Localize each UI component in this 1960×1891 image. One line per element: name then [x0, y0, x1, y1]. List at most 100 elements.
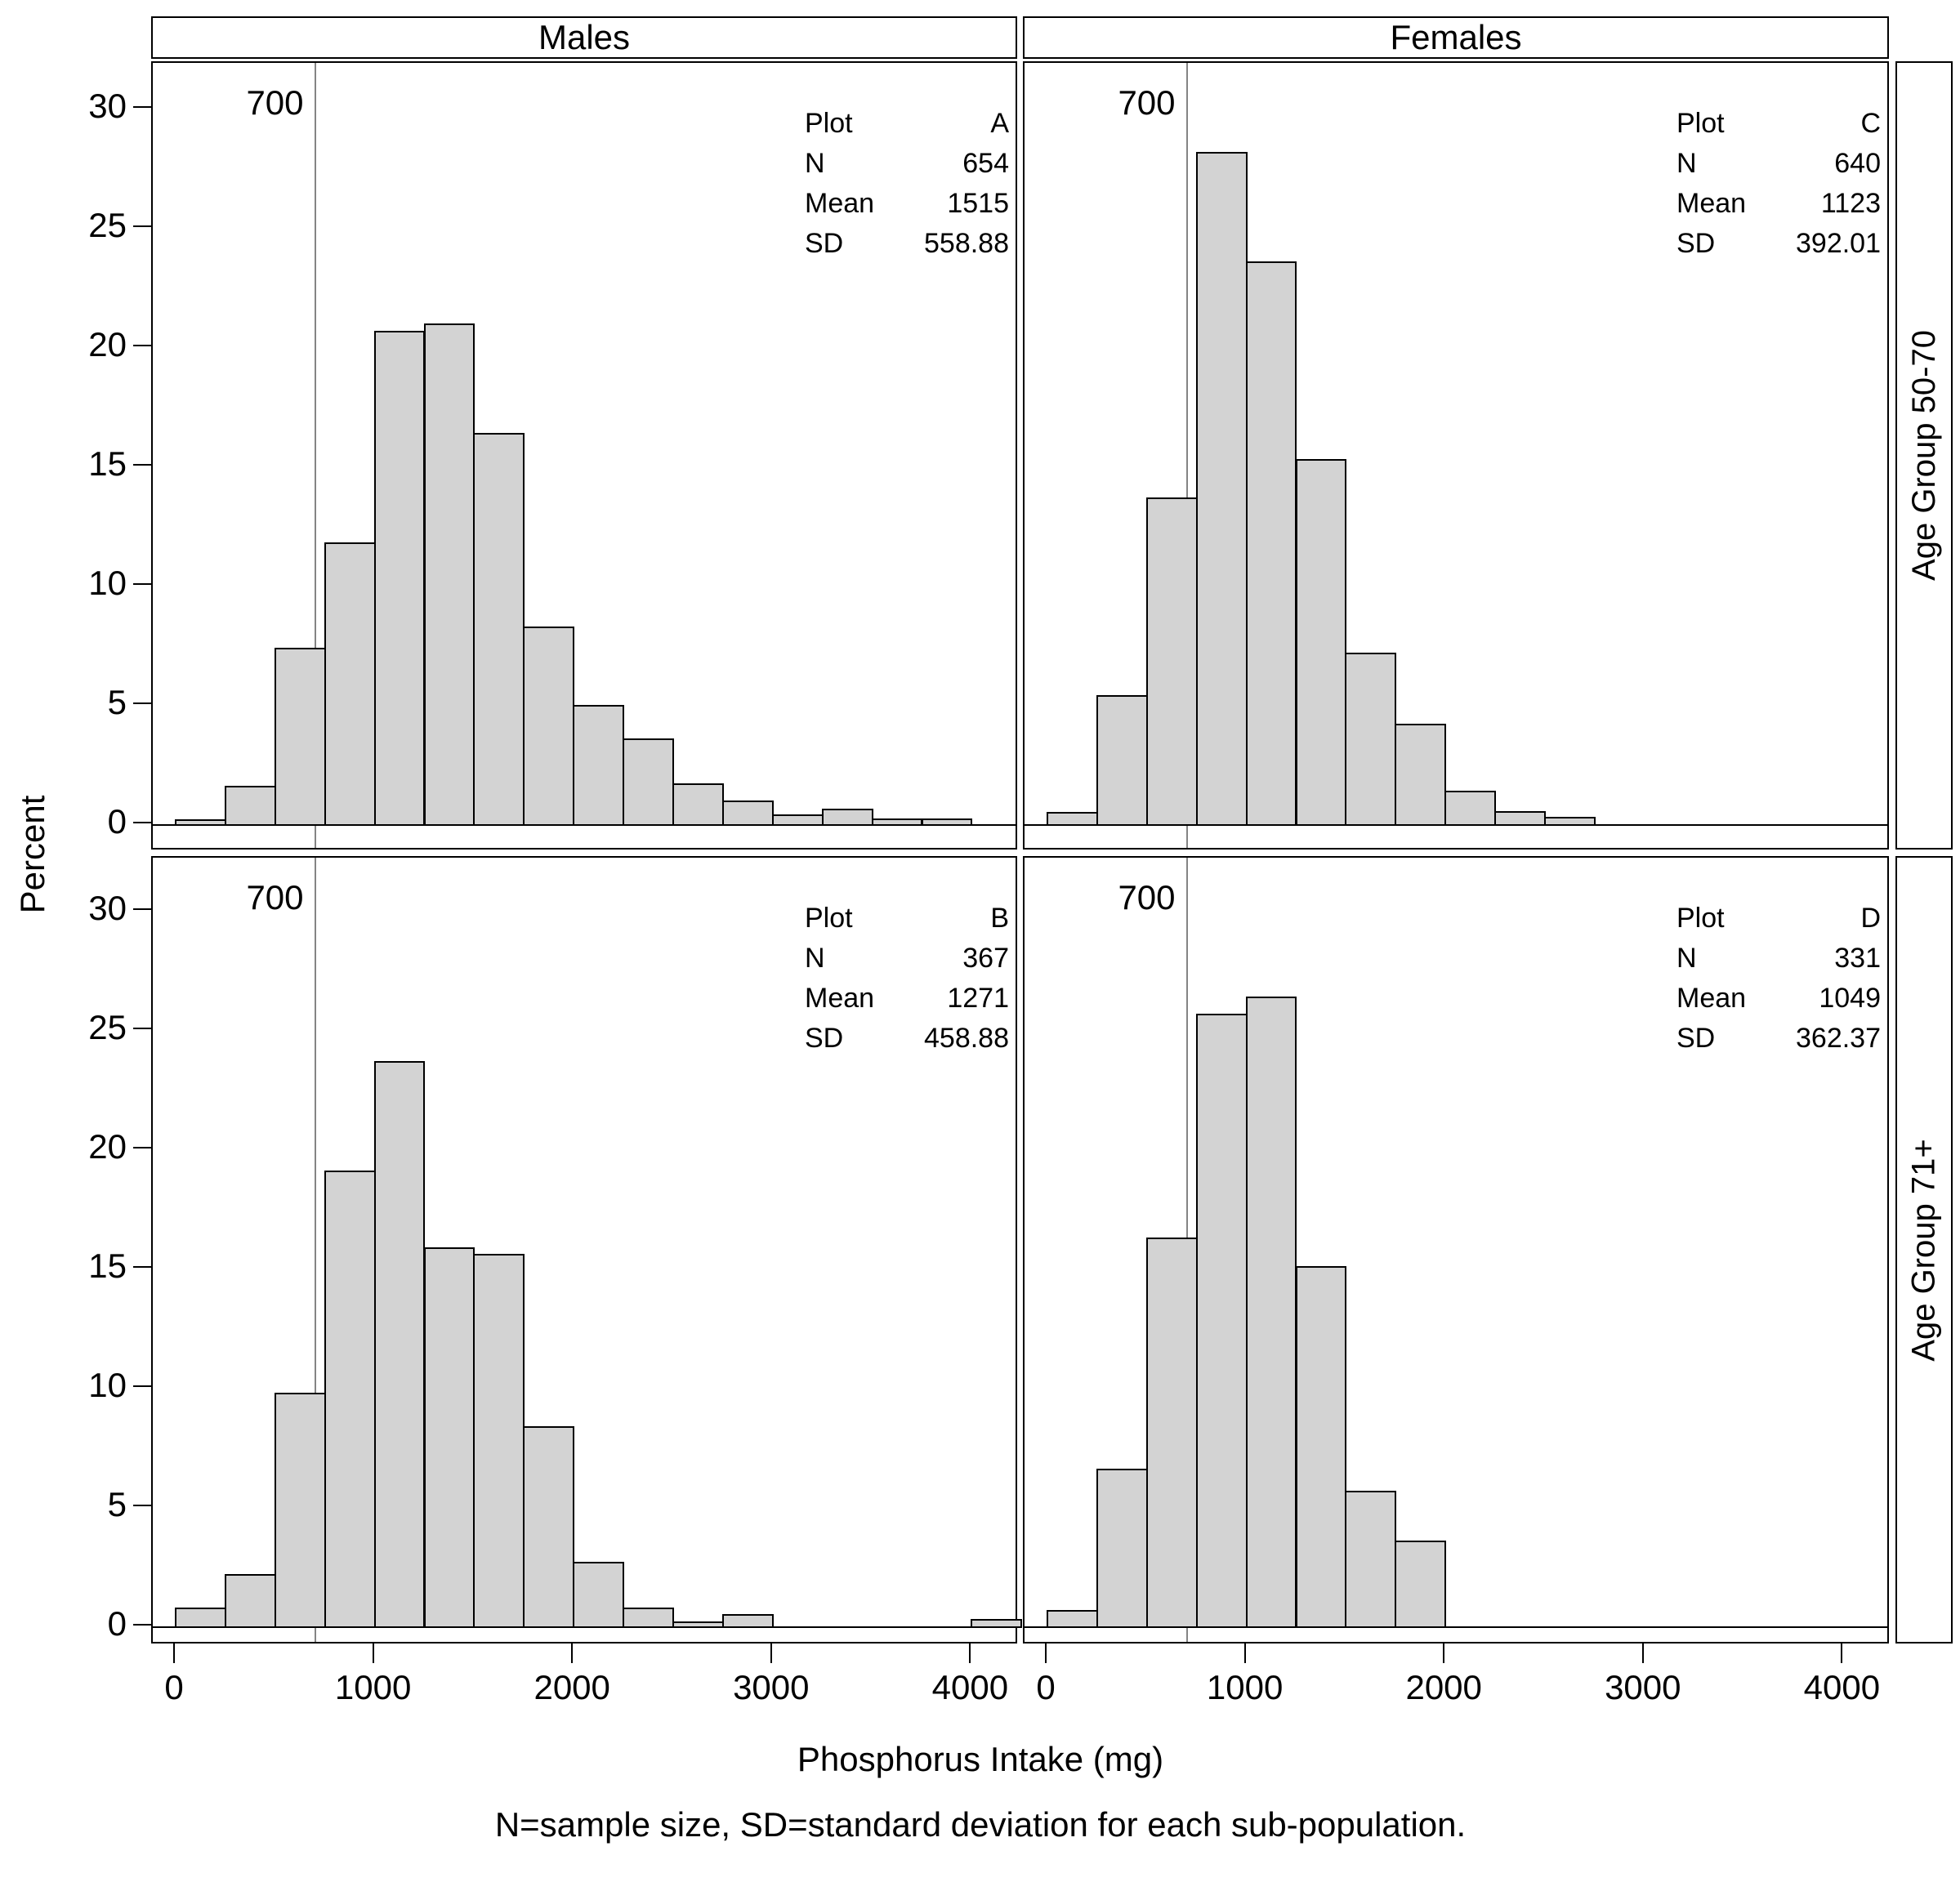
y-tick-label: 20	[88, 325, 127, 363]
x-tick-label: 2000	[1405, 1668, 1482, 1706]
reference-line-700	[314, 63, 316, 848]
x-axis-baseline	[1025, 824, 1887, 826]
histogram-bar	[1295, 1266, 1347, 1628]
reference-line-700	[314, 858, 316, 1642]
stats-label: SD	[805, 228, 844, 259]
x-axis-baseline	[1025, 1626, 1887, 1628]
stats-value: D	[1860, 903, 1881, 934]
histogram-bar	[324, 542, 376, 826]
y-tick	[133, 1028, 151, 1029]
stats-inset-D: Plot D N 331 Mean 1049 SD 362.37	[1676, 899, 1881, 1059]
stats-label: SD	[1676, 1023, 1716, 1054]
x-tick-label: 0	[164, 1668, 184, 1706]
x-tick-label: 1000	[334, 1668, 412, 1706]
stats-inset-A: Plot A N 654 Mean 1515 SD 558.88	[805, 104, 1009, 264]
histogram-bar	[224, 1573, 276, 1628]
y-tick	[133, 1624, 151, 1626]
x-tick	[173, 1643, 175, 1663]
y-tick	[133, 1147, 151, 1148]
histogram-bar	[623, 738, 674, 826]
stats-row: N 654	[805, 144, 1009, 184]
y-tick-label: 30	[88, 87, 127, 125]
stats-value: 1515	[947, 188, 1009, 219]
histogram-bar	[324, 1171, 376, 1628]
stats-value: 1049	[1819, 983, 1881, 1014]
histogram-bar	[423, 1247, 475, 1628]
histogram-bar	[274, 647, 326, 826]
histogram-bar	[1444, 791, 1497, 826]
stats-label: N	[805, 148, 825, 179]
x-tick-label: 3000	[733, 1668, 810, 1706]
y-tick-label: 15	[88, 444, 127, 483]
stats-row: N 640	[1676, 144, 1881, 184]
reference-line-700	[1185, 63, 1188, 848]
x-tick	[372, 1643, 374, 1663]
x-axis-baseline	[153, 824, 1016, 826]
stats-value: 640	[1834, 148, 1881, 179]
histogram-bar	[573, 1562, 625, 1628]
stats-label: Plot	[805, 108, 853, 139]
stats-label: N	[1676, 943, 1697, 974]
stats-label: Mean	[1676, 188, 1747, 219]
histogram-bar	[623, 1607, 674, 1628]
x-tick	[1243, 1643, 1246, 1663]
y-tick	[133, 1385, 151, 1387]
stats-inset-B: Plot B N 367 Mean 1271 SD 458.88	[805, 899, 1009, 1059]
stats-row: SD 362.37	[1676, 1019, 1881, 1059]
stats-label: Plot	[1676, 903, 1725, 934]
histogram-bar	[1047, 1609, 1098, 1628]
column-header-females: Females	[1023, 16, 1889, 59]
panel-B: 700 Plot B N 367 Mean 1271 SD 458.88	[151, 856, 1023, 1643]
histogram-bar	[821, 809, 873, 826]
stats-value: 1123	[1820, 188, 1881, 219]
stats-value: C	[1860, 108, 1881, 139]
y-tick-label: 25	[88, 206, 127, 244]
x-tick	[1045, 1643, 1047, 1663]
stats-label: N	[1676, 148, 1697, 179]
histogram-bar	[423, 323, 475, 826]
y-tick-label: 5	[107, 1485, 127, 1523]
histogram-bar	[1295, 459, 1347, 826]
histogram-bar	[1345, 652, 1397, 826]
y-tick	[133, 345, 151, 346]
reference-line-label: 700	[246, 878, 304, 917]
histogram-bar	[573, 705, 625, 826]
stats-row: Plot C	[1676, 104, 1881, 144]
stats-label: Mean	[1676, 983, 1747, 1014]
histogram-bar	[523, 1425, 575, 1628]
x-tick	[571, 1643, 574, 1663]
x-tick	[770, 1643, 772, 1663]
stats-inset-C: Plot C N 640 Mean 1123 SD 392.01	[1676, 104, 1881, 264]
stats-row: Mean 1271	[805, 979, 1009, 1019]
reference-line-label: 700	[1118, 878, 1176, 917]
y-tick	[133, 106, 151, 108]
x-tick-label: 4000	[931, 1668, 1009, 1706]
stats-label: Mean	[805, 188, 875, 219]
stats-row: Plot D	[1676, 899, 1881, 939]
y-tick	[133, 1266, 151, 1268]
column-header-females-label: Females	[1390, 18, 1522, 56]
histogram-bar	[175, 1607, 226, 1628]
row-header-age-71plus-label: Age Group 71+	[1905, 1138, 1942, 1362]
y-tick-label: 25	[88, 1008, 127, 1046]
y-tick	[133, 702, 151, 704]
stats-value: 331	[1834, 943, 1881, 974]
column-header-males: Males	[151, 16, 1017, 59]
stats-value: B	[990, 903, 1009, 934]
histogram-bar	[1245, 261, 1297, 826]
stats-label: SD	[805, 1023, 844, 1054]
histogram-bar	[1395, 1540, 1447, 1628]
stats-row: SD 458.88	[805, 1019, 1009, 1059]
y-tick	[133, 822, 151, 823]
x-tick	[1641, 1643, 1644, 1663]
x-axis-title: Phosphorus Intake (mg)	[797, 1740, 1164, 1778]
stats-value: A	[990, 108, 1009, 139]
histogram-bar	[1195, 151, 1248, 826]
panel-A: 700 Plot A N 654 Mean 1515 SD 558.88	[151, 61, 1017, 850]
stats-row: N 367	[805, 939, 1009, 979]
histogram-bar	[274, 1392, 326, 1628]
x-axis-baseline	[153, 1626, 1016, 1628]
x-tick-label: 0	[1036, 1668, 1056, 1706]
stats-row: Mean 1515	[805, 184, 1009, 224]
